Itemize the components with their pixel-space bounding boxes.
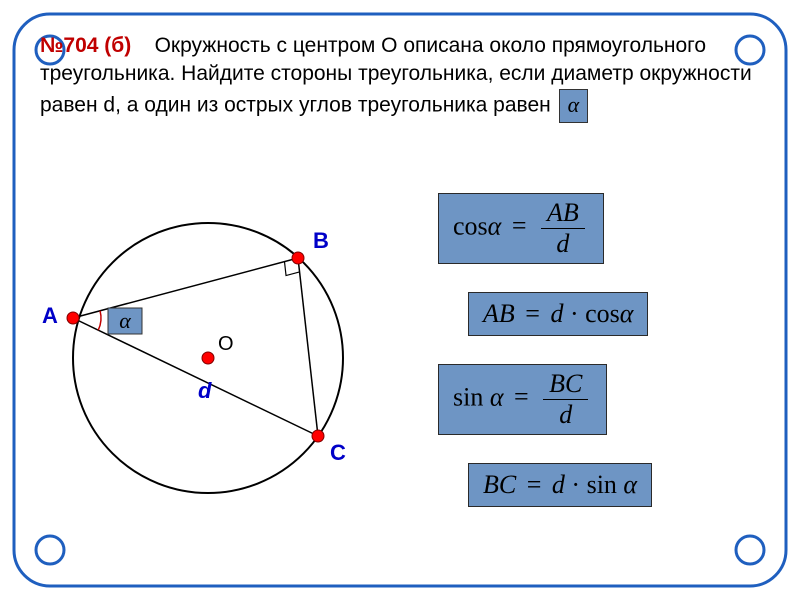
formula-bc: BC = d · sin α — [468, 463, 652, 507]
label-o: О — [218, 333, 234, 356]
problem-number: №704 (б) — [40, 34, 131, 57]
formula-cos-frac: cosα = AB d — [438, 193, 604, 264]
label-d: d — [198, 378, 211, 404]
formula-ab: AB = d · cosα — [468, 292, 648, 336]
circle-diagram: α A B C О d — [28, 178, 388, 538]
formula-column: cosα = AB d AB = d · cosα sin α = — [438, 193, 768, 535]
alpha-glyph: α — [568, 92, 580, 117]
svg-text:α: α — [119, 308, 131, 333]
label-c: C — [330, 440, 346, 466]
alpha-chip-inline: α — [559, 89, 589, 123]
problem-text: №704 (б) Окружность с центром О описана … — [40, 32, 760, 123]
problem-body: Окружность с центром О описана около пря… — [40, 34, 752, 116]
formula-sin-frac: sin α = BC d — [438, 364, 607, 435]
label-a: A — [42, 303, 58, 329]
label-b: B — [313, 228, 329, 254]
